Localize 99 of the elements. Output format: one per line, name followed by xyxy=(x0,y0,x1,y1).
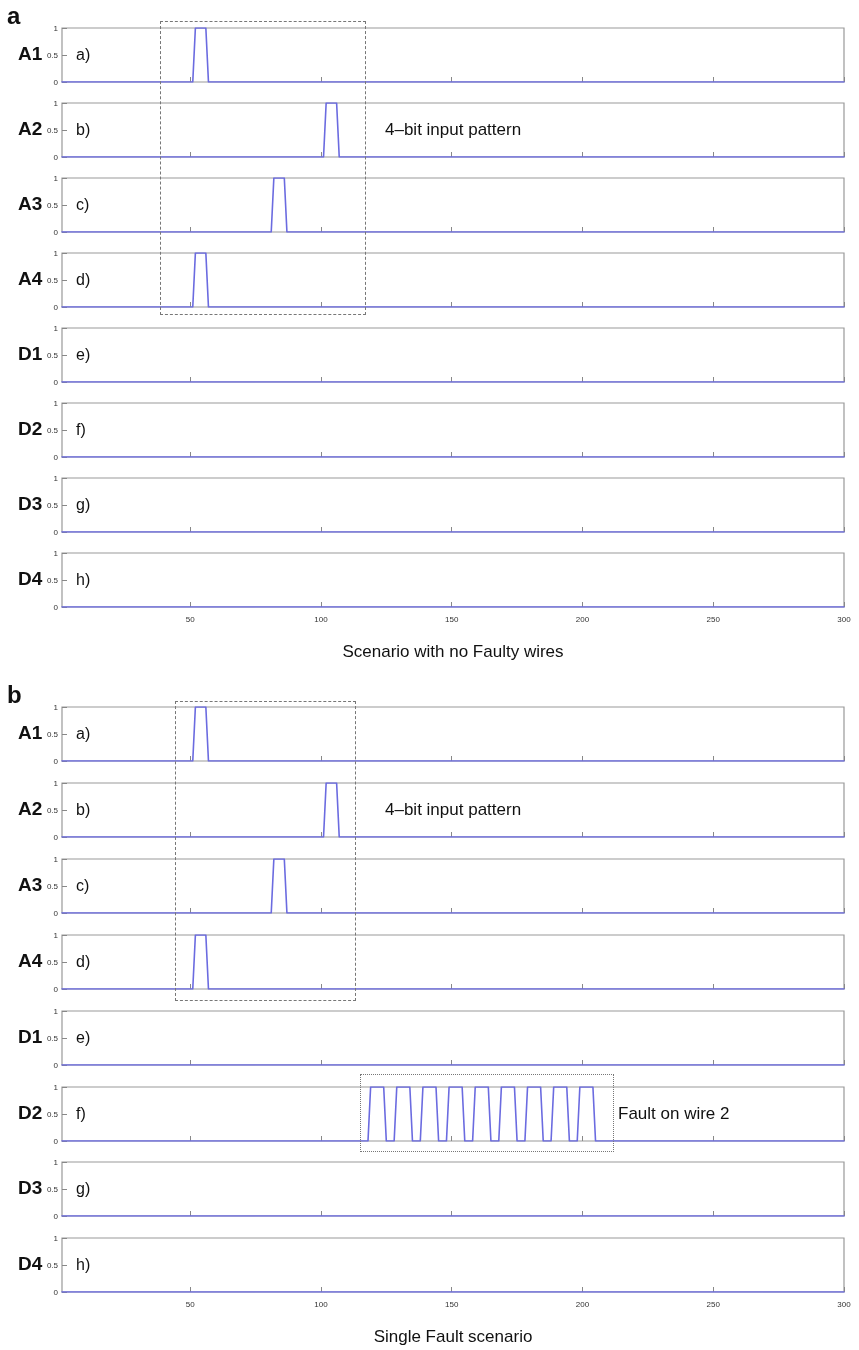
y-tick-label: 0 xyxy=(53,908,59,918)
y-tick-label: 1 xyxy=(53,398,59,408)
y-tick-label: 0.5 xyxy=(46,350,59,360)
y-tick-label: 1 xyxy=(53,854,59,864)
y-axis-title: A2 xyxy=(18,118,43,139)
y-axis-title: A1 xyxy=(18,43,43,64)
chart-title: b xyxy=(7,680,22,708)
x-tick-label: 300 xyxy=(837,614,852,624)
annotation: 4–bit input pattern xyxy=(385,120,522,139)
y-tick-label: 1 xyxy=(53,1006,59,1016)
x-tick-label: 50 xyxy=(185,1299,196,1309)
y-tick-label: 0 xyxy=(53,452,59,462)
y-tick-label: 1 xyxy=(53,702,59,712)
y-tick-label: 0.5 xyxy=(46,1184,59,1194)
y-tick-label: 1 xyxy=(53,930,59,940)
y-axis-title: D2 xyxy=(18,418,43,439)
y-tick-label: 0.5 xyxy=(46,125,59,135)
annotation: d) xyxy=(76,270,91,288)
y-tick-label: 1 xyxy=(53,23,59,33)
y-tick-label: 0 xyxy=(53,1211,59,1221)
y-tick-label: 1 xyxy=(53,1157,59,1167)
annotation: c) xyxy=(76,195,90,213)
x-tick-label: 150 xyxy=(445,1299,459,1309)
y-tick-label: 1 xyxy=(53,173,59,183)
x-axis-title: Single Fault scenario xyxy=(373,1327,533,1347)
x-tick-label: 50 xyxy=(185,614,196,624)
y-tick-label: 0.5 xyxy=(46,805,59,815)
annotation: c) xyxy=(76,876,90,894)
annotation: d) xyxy=(76,952,91,970)
y-tick-label: 1 xyxy=(53,1233,59,1243)
y-tick-label: 0.5 xyxy=(46,500,59,510)
x-tick-label: 200 xyxy=(575,614,590,624)
y-tick-label: 0 xyxy=(53,527,59,537)
annotation: a) xyxy=(76,724,91,742)
y-tick-label: 0.5 xyxy=(46,200,59,210)
y-tick-label: 0 xyxy=(53,302,59,312)
y-axis-title: D3 xyxy=(18,1177,43,1199)
y-tick-label: 0 xyxy=(53,227,59,237)
annotation: b) xyxy=(76,120,91,138)
x-tick-label: 250 xyxy=(706,1299,721,1309)
annotation: b) xyxy=(76,800,91,818)
y-axis-title: A3 xyxy=(18,193,43,214)
y-axis-title: D4 xyxy=(18,568,43,589)
y-tick-label: 0.5 xyxy=(46,425,59,435)
y-tick-label: 1 xyxy=(53,1082,59,1091)
annotation: Fault on wire 2 xyxy=(618,1103,730,1123)
annotation: g) xyxy=(76,495,91,513)
y-tick-label: 0.5 xyxy=(46,50,59,60)
y-tick-label: 0 xyxy=(53,756,59,766)
annotation: 4–bit input pattern xyxy=(385,799,522,819)
y-axis-title: D1 xyxy=(18,343,43,364)
y-tick-label: 0.5 xyxy=(46,575,59,585)
y-axis-title: A1 xyxy=(18,722,43,743)
y-tick-label: 0.5 xyxy=(46,881,59,891)
annotation: e) xyxy=(76,345,91,363)
y-tick-label: 1 xyxy=(53,548,59,558)
y-axis-title: D4 xyxy=(18,1253,43,1275)
y-tick-label: 0 xyxy=(53,1136,59,1145)
y-tick-label: 1 xyxy=(53,323,59,333)
y-axis-title: A4 xyxy=(18,949,43,971)
y-tick-label: 0.5 xyxy=(46,275,59,285)
x-tick-label: 250 xyxy=(706,614,721,624)
y-axis-title: A2 xyxy=(18,797,43,819)
y-axis-title: D2 xyxy=(18,1101,43,1123)
y-tick-label: 1 xyxy=(53,473,59,483)
annotation: h) xyxy=(76,1255,91,1273)
y-tick-label: 0 xyxy=(53,77,59,87)
annotation: h) xyxy=(76,570,91,588)
y-tick-label: 0.5 xyxy=(46,1260,59,1270)
annotation: a) xyxy=(76,45,91,63)
y-tick-label: 1 xyxy=(53,248,59,258)
annotation: e) xyxy=(76,1028,91,1046)
x-tick-label: 150 xyxy=(445,614,459,624)
y-axis-title: A4 xyxy=(18,268,43,289)
y-axis-title: D1 xyxy=(18,1025,43,1047)
x-tick-label: 100 xyxy=(314,614,329,624)
y-tick-label: 0 xyxy=(53,1287,59,1297)
annotation: f) xyxy=(76,1104,86,1121)
chart-title: a xyxy=(7,1,21,29)
y-tick-label: 0 xyxy=(53,832,59,842)
y-tick-label: 1 xyxy=(53,98,59,108)
y-tick-label: 0 xyxy=(53,152,59,162)
x-tick-label: 200 xyxy=(575,1299,590,1309)
y-tick-label: 0.5 xyxy=(46,957,59,967)
y-tick-label: 0 xyxy=(53,377,59,387)
x-axis-title: Scenario with no Faulty wires xyxy=(342,642,564,661)
x-tick-label: 300 xyxy=(837,1299,852,1309)
y-tick-label: 0.5 xyxy=(46,1109,59,1118)
y-tick-label: 1 xyxy=(53,778,59,788)
x-tick-label: 100 xyxy=(314,1299,329,1309)
annotation: f) xyxy=(76,420,86,438)
y-tick-label: 0 xyxy=(53,984,59,994)
y-tick-label: 0 xyxy=(53,602,59,612)
annotation: g) xyxy=(76,1179,91,1197)
y-axis-title: A3 xyxy=(18,873,43,895)
y-tick-label: 0.5 xyxy=(46,1033,59,1043)
y-axis-title: D3 xyxy=(18,493,43,514)
y-tick-label: 0.5 xyxy=(46,729,59,739)
y-tick-label: 0 xyxy=(53,1060,59,1070)
